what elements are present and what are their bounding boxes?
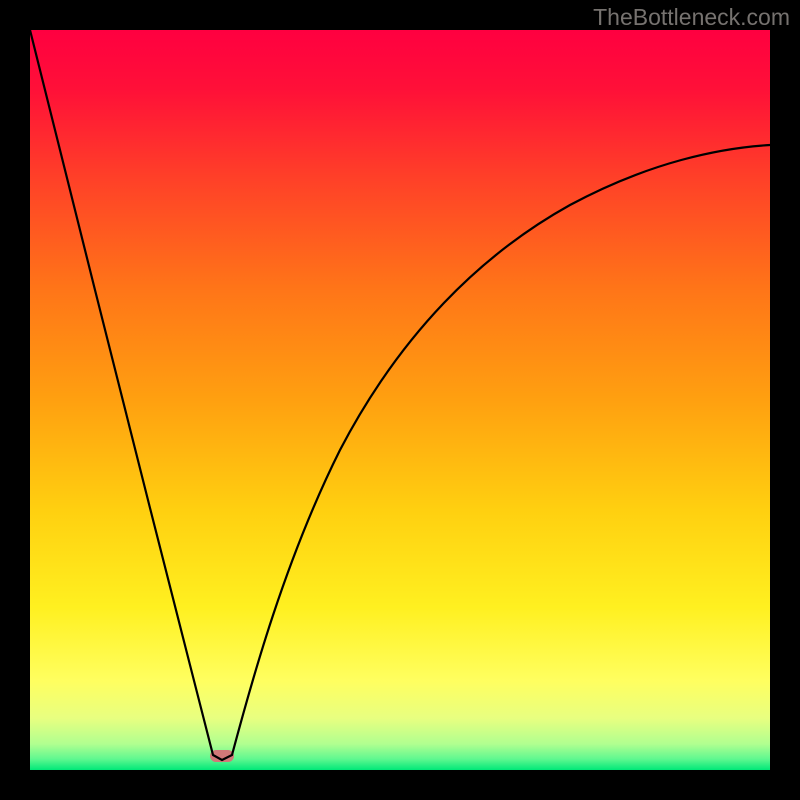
plot-background	[30, 30, 770, 770]
bottleneck-chart	[0, 0, 800, 800]
chart-frame: TheBottleneck.com	[0, 0, 800, 800]
watermark-text: TheBottleneck.com	[593, 4, 790, 31]
